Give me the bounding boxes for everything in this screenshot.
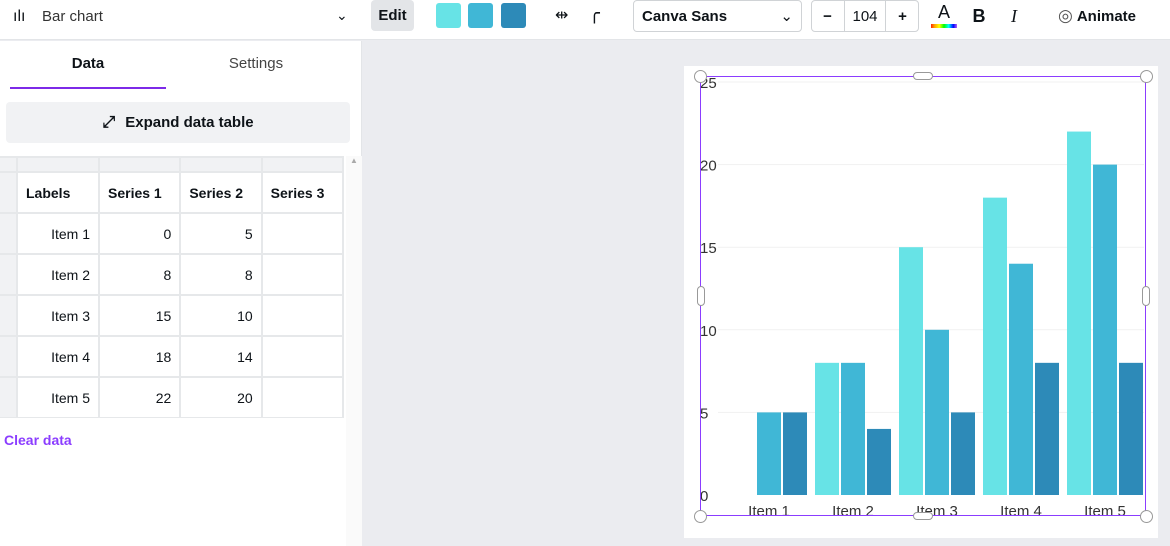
- table-cell[interactable]: 15: [97, 294, 182, 337]
- chevron-down-icon[interactable]: ⌄: [336, 7, 348, 23]
- corner-rounding-icon[interactable]: ╭: [589, 3, 600, 23]
- y-tick-label: 0: [700, 488, 708, 505]
- color-swatch-1[interactable]: [436, 3, 461, 28]
- resize-handle[interactable]: [694, 70, 707, 83]
- font-size-input[interactable]: 104: [844, 0, 886, 32]
- table-header-row: Labels Series 1 Series 2 Series 3: [0, 171, 345, 214]
- table-cell[interactable]: 8: [179, 253, 263, 296]
- table-cell[interactable]: 5: [179, 212, 263, 255]
- table-row: Item 5 22 20: [0, 376, 345, 418]
- font-name: Canva Sans: [642, 7, 728, 25]
- bar-series-3: [1035, 362, 1059, 495]
- resize-handle[interactable]: [913, 512, 933, 520]
- tab-data[interactable]: Data: [71, 55, 105, 72]
- toolbar: ılı Bar chart ⌄ Edit ⇹ ╭ Canva Sans ⌄ − 1…: [0, 0, 1170, 40]
- bold-button[interactable]: B: [972, 5, 986, 26]
- table-row: Item 4 18 14: [0, 335, 345, 378]
- table-cell[interactable]: [260, 294, 345, 337]
- selection-frame[interactable]: [700, 76, 1146, 516]
- table-cell[interactable]: Item 1: [16, 212, 100, 255]
- table-cell[interactable]: Item 3: [16, 294, 100, 337]
- y-tick-label: 10: [700, 323, 717, 340]
- bar-chart-icon: ılı: [13, 8, 26, 25]
- header-cell[interactable]: Series 2: [179, 171, 263, 214]
- bar-series-1: [899, 247, 923, 495]
- table-cell[interactable]: [260, 212, 345, 255]
- table-cell[interactable]: [260, 253, 345, 296]
- clear-data-link[interactable]: Clear data: [4, 432, 72, 448]
- increase-size-button[interactable]: +: [898, 7, 907, 25]
- header-cell[interactable]: Labels: [16, 171, 100, 214]
- chart-data-panel: Data Settings ⤢ Expand data table Labels S…: [0, 41, 362, 546]
- table-row: Item 3 15 10: [0, 294, 345, 337]
- resize-handle[interactable]: [1142, 286, 1150, 306]
- bar-series-2: [757, 412, 781, 495]
- text-color-button[interactable]: A: [931, 0, 957, 28]
- bar-series-2: [925, 329, 949, 495]
- font-size-stepper: [811, 0, 919, 32]
- table-scrollbar[interactable]: ▲: [346, 156, 362, 546]
- chevron-down-icon: ⌄: [780, 8, 793, 25]
- chart-type-select[interactable]: Bar chart: [42, 8, 103, 25]
- table-cell[interactable]: Item 4: [16, 335, 100, 378]
- decrease-size-button[interactable]: −: [823, 7, 832, 25]
- tab-settings[interactable]: Settings: [228, 55, 284, 72]
- resize-handle[interactable]: [913, 72, 933, 80]
- resize-handle[interactable]: [697, 286, 705, 306]
- table-cell[interactable]: 10: [179, 294, 263, 337]
- color-swatch-2[interactable]: [468, 3, 493, 28]
- table-cell[interactable]: Item 5: [16, 376, 100, 418]
- resize-handle[interactable]: [1140, 510, 1153, 523]
- table-cell[interactable]: 18: [97, 335, 182, 378]
- edit-button[interactable]: Edit: [371, 0, 414, 31]
- y-tick-label: 15: [700, 240, 717, 257]
- table-cell[interactable]: [260, 376, 345, 418]
- table-cell[interactable]: Item 2: [16, 253, 100, 296]
- bar-series-3: [951, 412, 975, 495]
- resize-handle[interactable]: [1140, 70, 1153, 83]
- color-swatch-3[interactable]: [501, 3, 526, 28]
- spacing-icon[interactable]: ⇹: [555, 7, 569, 24]
- resize-handle[interactable]: [694, 510, 707, 523]
- bar-series-3: [867, 428, 891, 495]
- bar-series-2: [841, 362, 865, 495]
- font-select[interactable]: Canva Sans ⌄: [633, 0, 802, 32]
- table-cell[interactable]: 14: [179, 335, 263, 378]
- animate-icon: ◎: [1057, 6, 1073, 25]
- table-cell[interactable]: 22: [97, 376, 182, 418]
- bar-series-3: [1119, 362, 1143, 495]
- bar-series-2: [1093, 164, 1117, 495]
- animate-button[interactable]: ◎ Animate: [1057, 6, 1137, 25]
- y-tick-label: 5: [700, 405, 708, 422]
- italic-button[interactable]: I: [1011, 5, 1017, 26]
- table-cell[interactable]: 20: [179, 376, 263, 418]
- table-cell[interactable]: 0: [97, 212, 182, 255]
- table-cell[interactable]: 8: [97, 253, 182, 296]
- bar-series-1: [815, 362, 839, 495]
- bar-series-2: [1009, 263, 1033, 495]
- header-cell[interactable]: Series 1: [97, 171, 182, 214]
- expand-icon: ⤢: [102, 113, 116, 131]
- y-tick-label: 20: [700, 158, 717, 175]
- expand-data-table-button[interactable]: ⤢ Expand data table: [6, 102, 350, 143]
- table-cell[interactable]: [260, 335, 345, 378]
- bar-series-3: [783, 412, 807, 495]
- active-tab-indicator: [10, 87, 166, 89]
- bar-series-1: [1067, 131, 1091, 495]
- bar-series-1: [983, 197, 1007, 495]
- header-cell[interactable]: Series 3: [260, 171, 345, 214]
